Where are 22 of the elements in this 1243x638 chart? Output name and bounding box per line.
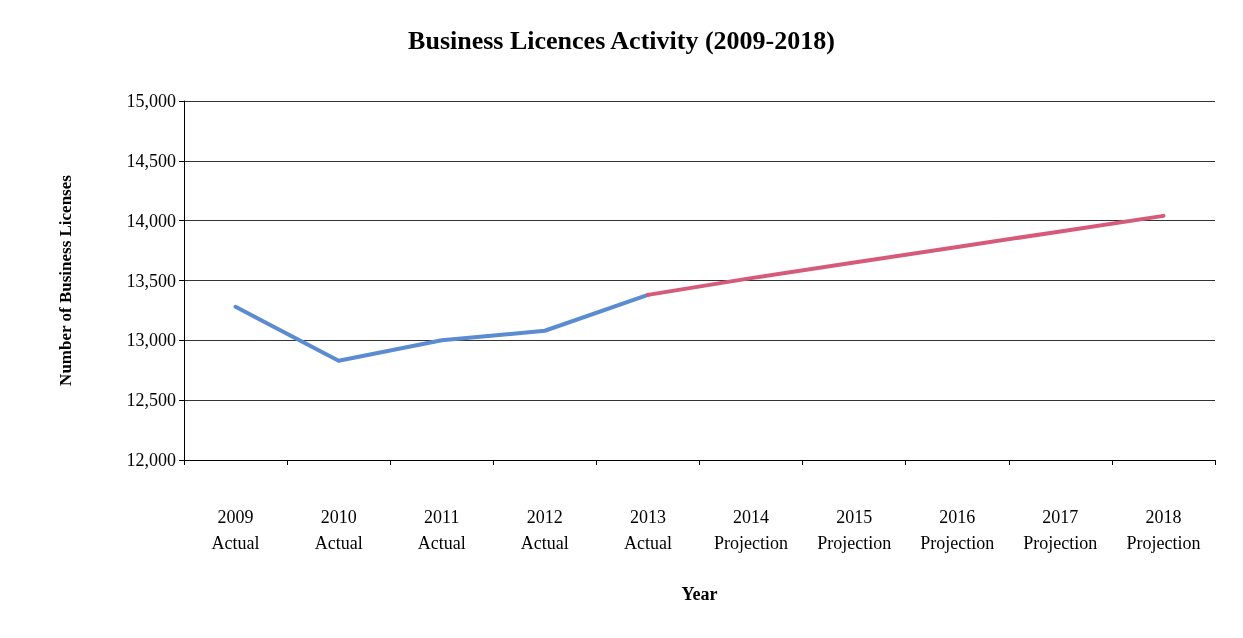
x-axis-title: Year bbox=[681, 584, 718, 604]
line-series bbox=[233, 292, 650, 363]
chart-title: Business Licences Activity (2009-2018) bbox=[408, 25, 835, 55]
x-tick-label: 2018 Projection bbox=[1126, 507, 1201, 553]
x-tick-label: 2017 Projection bbox=[1023, 507, 1098, 553]
x-tick-label: 2014 Projection bbox=[714, 507, 789, 553]
y-tick-label: 13,000 bbox=[126, 330, 176, 351]
x-tick-label: 2013 Actual bbox=[623, 507, 672, 553]
y-axis-title: Number of Business Licenses bbox=[56, 174, 75, 386]
x-tick-label: 2015 Projection bbox=[817, 507, 892, 553]
y-tick-label: 15,000 bbox=[126, 91, 176, 111]
x-tick-label: 2016 Projection bbox=[920, 507, 995, 553]
x-tick-label: 2011 Actual bbox=[417, 507, 466, 553]
y-tick-label: 12,500 bbox=[126, 390, 176, 411]
x-tick-label: 2009 Actual bbox=[211, 507, 260, 553]
y-tick-label: 14,000 bbox=[126, 210, 176, 231]
line-series bbox=[645, 213, 1166, 297]
y-tick-label: 13,500 bbox=[126, 270, 176, 291]
y-tick-label: 14,500 bbox=[126, 150, 176, 171]
x-tick-label: 2012 Actual bbox=[520, 507, 569, 553]
x-tick-label: 2010 Actual bbox=[314, 507, 363, 553]
y-tick-label: 12,000 bbox=[126, 450, 176, 470]
